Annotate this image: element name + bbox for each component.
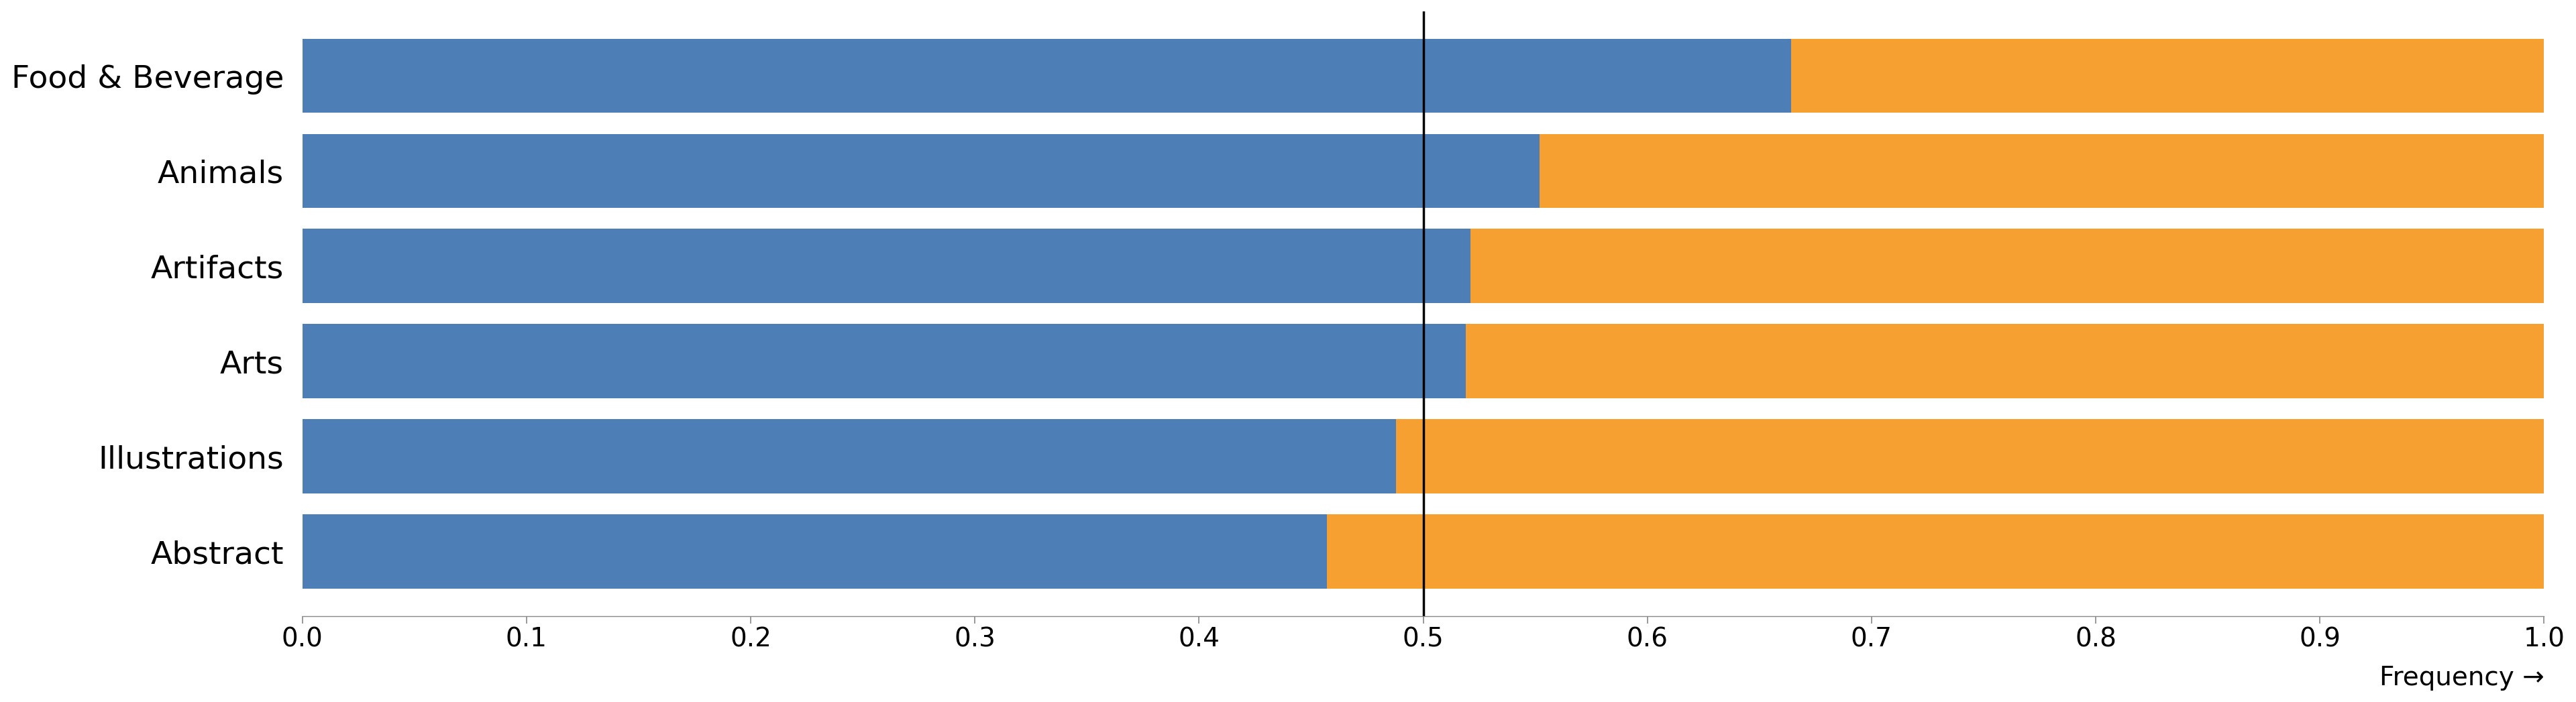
Bar	[1540, 134, 2545, 208]
Bar	[301, 419, 1396, 494]
Bar	[1466, 324, 2545, 398]
Bar	[301, 39, 1790, 113]
X-axis label: Frequency →: Frequency →	[2380, 665, 2545, 691]
Bar	[1471, 229, 2545, 303]
Bar	[1790, 39, 2545, 113]
Bar	[301, 515, 1327, 588]
Bar	[301, 324, 1466, 398]
Bar	[301, 134, 1540, 208]
Bar	[301, 229, 1471, 303]
Bar	[1396, 419, 2545, 494]
Bar	[1327, 515, 2545, 588]
